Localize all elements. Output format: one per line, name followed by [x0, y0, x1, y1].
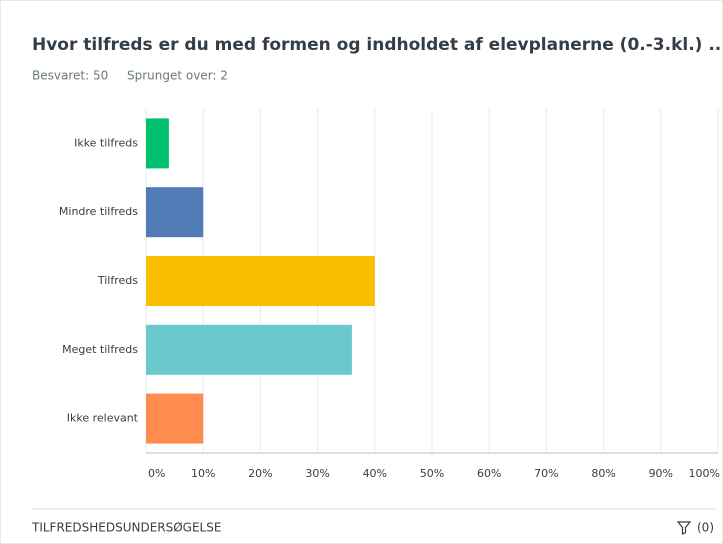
x-tick-label: 100% [689, 467, 720, 480]
filter-count[interactable]: (0) [697, 521, 714, 535]
x-tick-label: 30% [305, 467, 329, 480]
bar [146, 118, 169, 169]
chart-title: Hvor tilfreds er du med formen og indhol… [32, 35, 723, 55]
filter-icon[interactable] [676, 521, 692, 535]
bar [146, 187, 204, 238]
x-tick-label: 40% [363, 467, 387, 480]
x-tick-label: 70% [534, 467, 558, 480]
x-tick-label: 0% [148, 467, 165, 480]
x-tick-label: 50% [420, 467, 444, 480]
footer-label: TILFREDSHEDSUNDERSØGELSE [31, 521, 221, 535]
answered-count: Besvaret: 50 [32, 69, 108, 83]
bar [146, 256, 375, 306]
y-tick-label: Tilfreds [97, 274, 138, 287]
y-tick-label: Meget tilfreds [62, 343, 138, 356]
x-tick-label: 80% [591, 467, 615, 480]
skipped-count: Sprunget over: 2 [127, 69, 228, 83]
x-tick-label: 20% [248, 467, 272, 480]
y-tick-label: Ikke relevant [67, 412, 139, 425]
bar [146, 324, 352, 375]
y-tick-label: Ikke tilfreds [74, 136, 138, 149]
y-tick-label: Mindre tilfreds [59, 205, 138, 218]
bar [146, 393, 204, 444]
x-tick-label: 60% [477, 467, 501, 480]
x-tick-label: 10% [191, 467, 215, 480]
x-tick-label: 90% [649, 467, 673, 480]
